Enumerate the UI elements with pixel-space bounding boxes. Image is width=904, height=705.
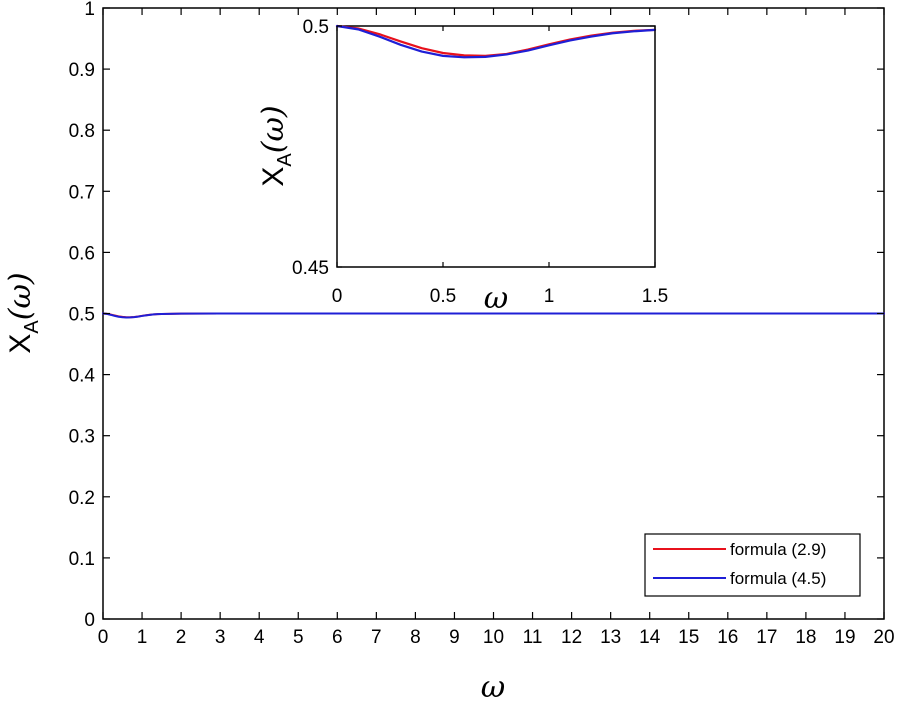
- main-x-tick-label: 13: [600, 627, 621, 648]
- main-x-tick-label: 11: [523, 627, 543, 648]
- main-x-tick-label: 3: [215, 627, 226, 648]
- inset-x-tick-label: 0: [332, 286, 343, 307]
- main-y-tick-label: 1: [84, 0, 95, 20]
- main-x-tick-label: 2: [176, 627, 187, 648]
- main-y-axis-label: XA(ω): [3, 272, 43, 353]
- main-x-tick-label: 0: [98, 627, 109, 648]
- main-plot: 0 1 2 3 4 5 6 7 8 9 10 11 12 13 14 15 16 17 18 19 20 00.10.2…: [69, 0, 895, 648]
- main-series-line-1: [102, 312, 885, 319]
- main-series-group: [102, 312, 885, 319]
- main-y-tick-label: 0.5: [69, 305, 95, 326]
- main-x-tick-label: 20: [873, 627, 894, 648]
- inset-y-tick-label: 0.5: [303, 17, 329, 38]
- inset-y-tick-label: 0.45: [292, 258, 329, 279]
- inset-x-ticks: 0 0.5 1 1.5: [332, 26, 668, 307]
- main-y-tick-label: 0.7: [69, 182, 95, 203]
- main-y-label-arg: (ω): [3, 272, 38, 320]
- inset-x-tick-label: 0.5: [430, 286, 456, 307]
- main-y-tick-label: 0.9: [69, 60, 95, 81]
- main-y-tick-label: 0.6: [69, 243, 95, 264]
- legend-box: [644, 533, 861, 597]
- main-y-tick-label: 0.1: [69, 549, 95, 570]
- main-y-tick-label: 0.2: [69, 488, 95, 509]
- main-x-axis-label: ω: [481, 670, 505, 700]
- main-x-ticks: 0 1 2 3 4 5 6 7 8 9 10 11 12 13 14 15 16 17 18 19 20: [98, 8, 895, 648]
- main-x-tick-label: 15: [678, 627, 699, 648]
- inset-x-axis-label: ω: [484, 281, 508, 316]
- inset-y-axis-label: XA(ω): [256, 105, 296, 186]
- inset-plot-frame: [336, 25, 656, 268]
- main-x-tick-label: 8: [410, 627, 421, 648]
- main-x-tick-label: 10: [483, 627, 504, 648]
- main-x-tick-label: 4: [254, 627, 265, 648]
- main-y-label-main: X: [4, 334, 37, 354]
- inset-y-label-main: X: [257, 167, 290, 187]
- main-x-tick-label: 18: [795, 627, 816, 648]
- main-y-tick-label: 0.3: [69, 427, 95, 448]
- main-x-tick-label: 9: [449, 627, 460, 648]
- legend-label-formula-2-9: formula (2.9): [730, 540, 826, 559]
- inset-plot: 0 0.5 1 1.5 0.45 0.5: [292, 17, 668, 307]
- main-x-tick-label: 5: [293, 627, 304, 648]
- legend: formula (2.9) formula (4.5): [644, 533, 861, 597]
- inset-y-ticks: 0.45 0.5: [292, 17, 655, 279]
- inset-x-tick-label: 1.5: [642, 286, 668, 307]
- main-x-tick-label: 7: [371, 627, 382, 648]
- main-y-label-sub: A: [21, 320, 43, 334]
- main-y-tick-label: 0.4: [69, 366, 96, 387]
- main-y-tick-label: 0.8: [69, 121, 95, 142]
- main-x-tick-label: 14: [639, 627, 661, 648]
- inset-x-tick-label: 1: [544, 286, 555, 307]
- main-x-tick-label: 19: [834, 627, 855, 648]
- inset-y-label-sub: A: [274, 153, 296, 167]
- inset-series-group: [335, 24, 657, 59]
- inset-y-label-arg: (ω): [256, 105, 291, 153]
- main-x-tick-label: 12: [561, 627, 582, 648]
- main-y-ticks: 0 0.1 0.2 0.3 0.4 0.5 0.6 0.7 0.8 0.9 1: [69, 0, 884, 631]
- main-x-tick-label: 17: [756, 627, 777, 648]
- main-y-tick-label: 0: [84, 610, 95, 631]
- main-x-tick-label: 16: [717, 627, 738, 648]
- main-x-tick-label: 6: [332, 627, 343, 648]
- inset-series-line-1: [335, 24, 657, 59]
- main-x-tick-label: 1: [137, 627, 148, 648]
- legend-label-formula-4-5: formula (4.5): [730, 569, 826, 588]
